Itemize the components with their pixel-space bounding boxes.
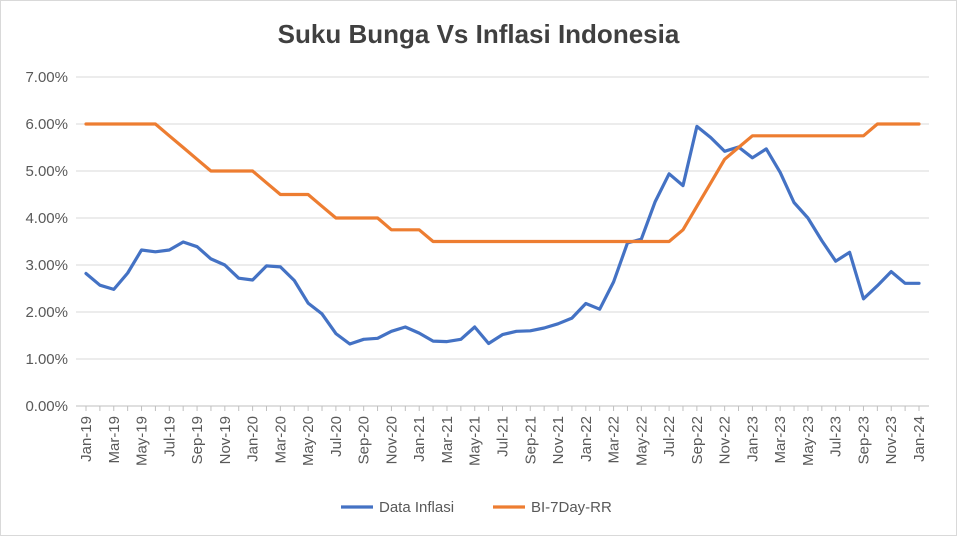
x-tick-label: Sep-21 (522, 416, 539, 464)
x-tick-label: Jul-21 (495, 416, 512, 457)
y-tick-label: 0.00% (25, 398, 68, 415)
x-tick-label: May-19 (134, 416, 151, 466)
y-tick-label: 2.00% (25, 304, 68, 321)
x-tick-label: Mar-20 (272, 416, 289, 464)
x-tick-label: Jul-23 (828, 416, 845, 457)
x-tick-label: Jan-19 (78, 416, 95, 462)
x-tick-label: Jul-22 (661, 416, 678, 457)
y-tick-label: 3.00% (25, 257, 68, 274)
x-tick-label: Sep-22 (689, 416, 706, 464)
x-tick-label: Jan-20 (245, 416, 262, 462)
x-tick-label: Mar-23 (772, 416, 789, 464)
y-tick-label: 6.00% (25, 116, 68, 133)
x-tick-label: May-21 (467, 416, 484, 466)
x-tick-label: Nov-20 (383, 416, 400, 464)
y-tick-label: 5.00% (25, 163, 68, 180)
x-tick-label: May-22 (633, 416, 650, 466)
x-tick-label: Sep-19 (189, 416, 206, 464)
y-tick-label: 7.00% (25, 69, 68, 86)
x-tick-label: May-20 (300, 416, 317, 466)
x-tick-label: Mar-21 (439, 416, 456, 464)
x-tick-label: Mar-22 (606, 416, 623, 464)
x-tick-label: Nov-21 (550, 416, 567, 464)
x-tick-label: Jan-22 (578, 416, 595, 462)
x-tick-label: Jul-19 (161, 416, 178, 457)
y-tick-label: 4.00% (25, 210, 68, 227)
x-tick-label: Mar-19 (106, 416, 123, 464)
x-tick-label: Nov-22 (717, 416, 734, 464)
x-tick-label: Nov-23 (883, 416, 900, 464)
x-tick-label: Jan-23 (744, 416, 761, 462)
legend-label: BI-7Day-RR (531, 499, 612, 516)
chart-title: Suku Bunga Vs Inflasi Indonesia (277, 19, 680, 49)
legend-label: Data Inflasi (379, 499, 454, 516)
x-tick-label: Sep-20 (356, 416, 373, 464)
x-tick-label: Jan-21 (411, 416, 428, 462)
x-tick-label: Sep-23 (855, 416, 872, 464)
series-line (84, 124, 921, 346)
x-tick-label: Jul-20 (328, 416, 345, 457)
x-tick-label: Jan-24 (911, 416, 928, 462)
series-line (84, 122, 921, 244)
x-tick-label: Nov-19 (217, 416, 234, 464)
x-tick-label: May-23 (800, 416, 817, 466)
y-tick-label: 1.00% (25, 351, 68, 368)
